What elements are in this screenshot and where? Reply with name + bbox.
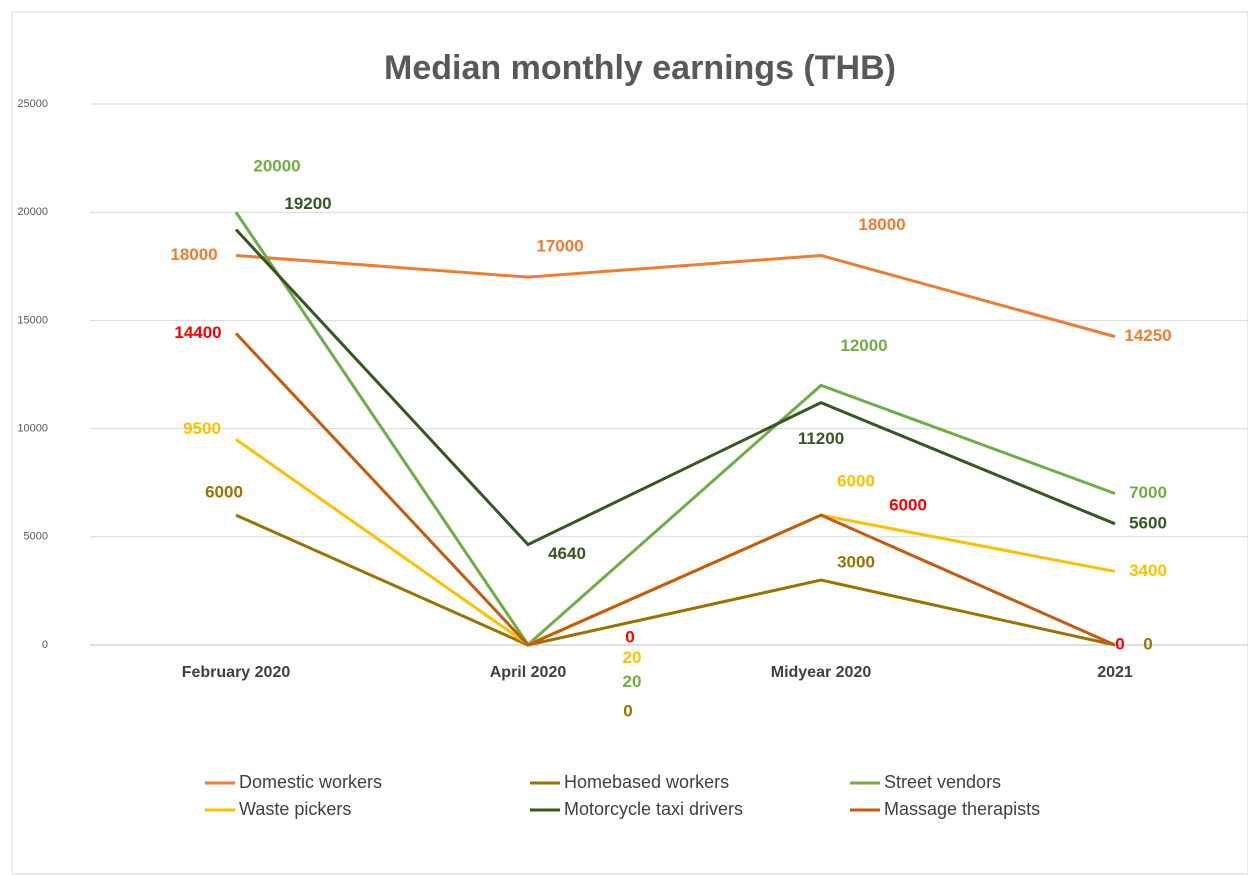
data-label: 19200 — [284, 194, 331, 213]
data-label: 12000 — [840, 336, 887, 355]
y-tick-label: 20000 — [17, 206, 48, 218]
data-label: 4640 — [548, 544, 586, 563]
series-line — [235, 253, 1116, 339]
x-tick-label: 2021 — [1097, 664, 1133, 681]
data-label: 3000 — [837, 553, 875, 572]
data-label: 9500 — [183, 419, 221, 438]
data-label: 20 — [623, 648, 642, 667]
series-line — [234, 228, 1116, 547]
y-tick-label: 5000 — [24, 531, 48, 543]
legend-label: Homebased workers — [564, 772, 729, 792]
data-label: 14250 — [1124, 326, 1171, 345]
x-tick-label: February 2020 — [182, 664, 291, 681]
data-label: 20 — [623, 672, 642, 691]
x-tick-label: April 2020 — [490, 664, 567, 681]
series-line — [234, 211, 1116, 647]
chart-title: Median monthly earnings (THB) — [384, 49, 896, 87]
data-label: 0 — [1143, 634, 1152, 653]
data-label: 6000 — [889, 496, 927, 515]
y-tick-label: 0 — [42, 639, 48, 651]
legend-label: Domestic workers — [239, 772, 382, 792]
data-label: 20000 — [253, 157, 300, 176]
data-label: 7000 — [1129, 483, 1167, 502]
series-line — [235, 513, 1116, 647]
data-label: 0 — [1115, 634, 1124, 653]
legend-label: Street vendors — [884, 772, 1001, 792]
data-label: 3400 — [1129, 561, 1167, 580]
data-label: 6000 — [837, 472, 875, 491]
legend-label: Motorcycle taxi drivers — [564, 799, 743, 819]
data-label: 0 — [625, 627, 634, 646]
data-label: 14400 — [174, 323, 221, 342]
data-label: 0 — [623, 701, 632, 720]
data-label: 18000 — [170, 245, 217, 264]
data-label: 11200 — [798, 429, 844, 448]
y-tick-label: 25000 — [17, 98, 48, 110]
data-label: 18000 — [858, 215, 905, 234]
y-tick-label: 15000 — [17, 314, 48, 326]
chart-frame — [11, 11, 1248, 875]
x-tick-label: Midyear 2020 — [771, 664, 872, 681]
series-line — [234, 332, 1116, 647]
data-label: 6000 — [205, 483, 243, 502]
legend-label: Waste pickers — [239, 799, 351, 819]
data-label: 17000 — [536, 237, 583, 256]
legend-label: Massage therapists — [884, 799, 1040, 819]
data-label: 5600 — [1129, 513, 1167, 532]
y-tick-label: 10000 — [17, 423, 48, 435]
